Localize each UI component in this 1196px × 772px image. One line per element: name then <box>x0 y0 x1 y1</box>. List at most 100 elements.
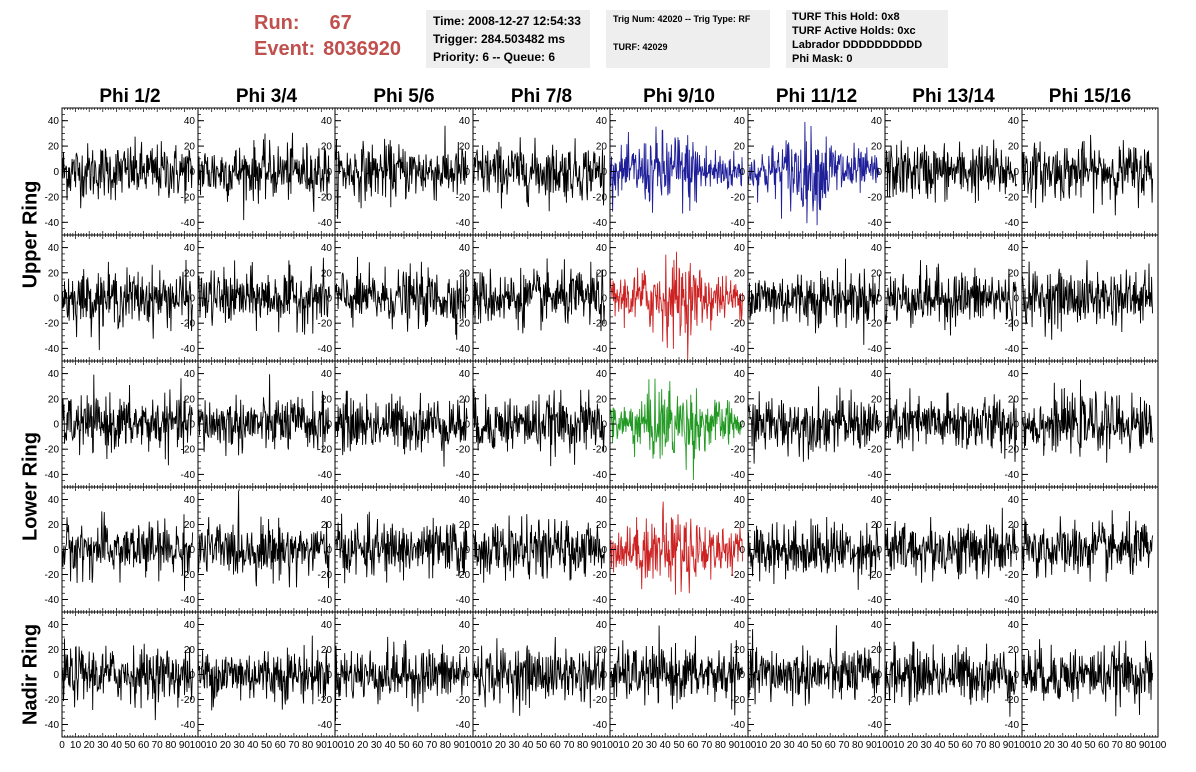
y-tick-label: -40 <box>45 470 60 481</box>
phi-label: Phi 3/4 <box>235 86 298 107</box>
y-tick-label: 0 <box>189 167 195 178</box>
y-tick-label: -20 <box>318 192 333 203</box>
waveform-panel: -40 -20 0 20 40 <box>318 486 474 613</box>
waveform-trace <box>61 511 194 592</box>
y-tick-label: -40 <box>181 470 196 481</box>
waveform-trace <box>747 516 880 590</box>
y-tick-label: 20 <box>1008 394 1020 405</box>
y-tick-label: 0 <box>601 545 607 556</box>
waveform-panel: -40 -20 0 20 40 <box>181 234 336 362</box>
y-tick-label: -20 <box>181 695 196 706</box>
panel-frame <box>609 611 749 738</box>
y-tick-label: 40 <box>321 620 333 631</box>
y-tick-label: 40 <box>596 620 608 631</box>
y-tick-label: 40 <box>48 495 60 506</box>
y-tick-label: -20 <box>456 445 471 456</box>
x-tick-label: 50 <box>536 740 548 751</box>
turf-line: TURF: 42029 <box>613 42 668 52</box>
y-tick-label: 0 <box>326 420 332 431</box>
y-tick-label: -40 <box>318 470 333 481</box>
waveform-trace <box>609 625 743 716</box>
y-tick-label: 20 <box>321 142 333 153</box>
x-tick-label: 0 <box>59 740 65 751</box>
x-tick-label: 90 <box>179 740 191 751</box>
y-tick-label: 20 <box>596 142 608 153</box>
y-tick-label: -40 <box>731 218 746 229</box>
y-tick-label: 0 <box>53 420 59 431</box>
y-tick-label: 40 <box>1008 495 1020 506</box>
x-tick-label: 50 <box>398 740 410 751</box>
y-tick-label: -20 <box>45 319 60 330</box>
waveform-panel: -40 -20 0 20 40 <box>318 234 474 362</box>
y-tick-label: 0 <box>601 167 607 178</box>
y-tick-label: 0 <box>1013 545 1019 556</box>
waveform-trace <box>334 256 468 340</box>
waveform-panel: -40 -20 0 20 40 <box>1005 486 1159 613</box>
y-tick-label: -20 <box>868 570 883 581</box>
y-tick-label: -20 <box>318 319 333 330</box>
turf-info-box: TURF This Hold: 0x8 TURF Active Holds: 0… <box>786 10 948 68</box>
y-tick-label: 20 <box>871 394 883 405</box>
x-tick-label: 50 <box>261 740 273 751</box>
y-tick-label: -20 <box>456 570 471 581</box>
y-tick-label: 20 <box>48 394 60 405</box>
x-tick-label: 80 <box>577 740 589 751</box>
y-tick-label: 20 <box>321 520 333 531</box>
y-tick-label: -40 <box>318 344 333 355</box>
y-tick-label: -40 <box>731 344 746 355</box>
y-tick-label: -40 <box>1005 218 1020 229</box>
x-tick-label: 30 <box>234 740 246 751</box>
waveform-panel: -40 -20 0 20 40 <box>45 360 199 488</box>
y-tick-label: 0 <box>739 167 745 178</box>
y-tick-label: 20 <box>871 142 883 153</box>
y-tick-label: -20 <box>731 192 746 203</box>
y-tick-label: 0 <box>876 167 882 178</box>
y-tick-label: 40 <box>48 243 60 254</box>
x-tick-label: 90 <box>454 740 466 751</box>
waveform-panel: -40 -20 0 20 40 <box>456 107 611 236</box>
time-line: Time: 2008-12-27 12:54:33 <box>433 14 581 28</box>
y-tick-label: 20 <box>321 394 333 405</box>
waveform-panel: -40 -20 0 20 40 <box>731 486 886 613</box>
y-tick-label: -20 <box>181 319 196 330</box>
y-tick-label: -40 <box>456 595 471 606</box>
waveform-panel: -40 -20 0 20 40 <box>45 234 199 362</box>
y-tick-label: 40 <box>459 495 471 506</box>
y-tick-label: -20 <box>1005 319 1020 330</box>
run-label: Run: <box>254 12 300 34</box>
y-tick-label: -40 <box>1005 344 1020 355</box>
y-tick-label: -40 <box>45 344 60 355</box>
event-value: 8036920 <box>323 38 401 60</box>
y-tick-label: -20 <box>318 445 333 456</box>
waveform-trace <box>197 257 330 335</box>
y-tick-label: -40 <box>593 720 608 731</box>
phi-label: Phi 1/2 <box>99 86 161 107</box>
x-tick-label: 30 <box>509 740 521 751</box>
y-tick-label: 20 <box>734 520 746 531</box>
y-tick-label: 0 <box>601 294 607 305</box>
y-tick-label: -20 <box>45 445 60 456</box>
y-tick-label: -40 <box>318 720 333 731</box>
waveform-trace <box>472 636 605 716</box>
phi-label: Phi 13/14 <box>912 86 995 107</box>
waveform-panel: -40 -20 0 20 40 <box>868 360 1023 488</box>
y-tick-label: -40 <box>593 218 608 229</box>
waveform-trace <box>1021 510 1154 582</box>
y-tick-label: 20 <box>734 268 746 279</box>
y-tick-label: -40 <box>593 470 608 481</box>
y-tick-label: 40 <box>734 369 746 380</box>
waveform-trace <box>884 378 1017 462</box>
y-tick-label: 20 <box>321 645 333 656</box>
y-tick-label: 40 <box>48 620 60 631</box>
waveform-trace <box>197 374 330 457</box>
y-tick-label: 40 <box>734 243 746 254</box>
y-tick-label: 20 <box>871 268 883 279</box>
y-tick-label: 0 <box>326 294 332 305</box>
x-tick-label: 90 <box>591 740 603 751</box>
x-tick-label: 10 <box>481 740 493 751</box>
y-tick-label: -40 <box>318 595 333 606</box>
y-tick-label: -40 <box>181 344 196 355</box>
waveform-trace <box>472 514 605 583</box>
y-tick-label: 40 <box>871 243 883 254</box>
x-tick-label: 60 <box>275 740 287 751</box>
